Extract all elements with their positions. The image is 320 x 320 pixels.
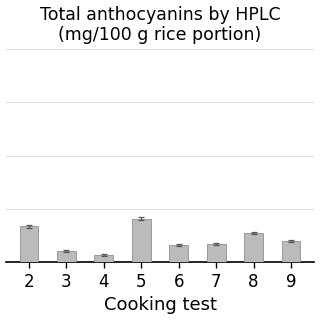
Bar	[132, 219, 151, 262]
Bar	[282, 241, 300, 262]
Bar	[207, 244, 226, 262]
Bar	[244, 233, 263, 262]
Bar	[169, 245, 188, 262]
Bar	[57, 251, 76, 262]
X-axis label: Cooking test: Cooking test	[103, 296, 217, 315]
Title: Total anthocyanins by HPLC
(mg/100 g rice portion): Total anthocyanins by HPLC (mg/100 g ric…	[40, 5, 280, 44]
Bar	[20, 226, 38, 262]
Bar	[94, 255, 113, 262]
